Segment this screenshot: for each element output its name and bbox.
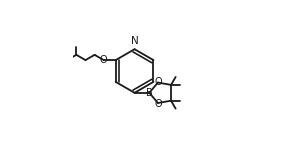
Text: O: O xyxy=(155,77,162,87)
Text: N: N xyxy=(131,36,138,46)
Text: O: O xyxy=(99,55,107,65)
Text: O: O xyxy=(155,99,162,109)
Text: B: B xyxy=(146,88,153,98)
